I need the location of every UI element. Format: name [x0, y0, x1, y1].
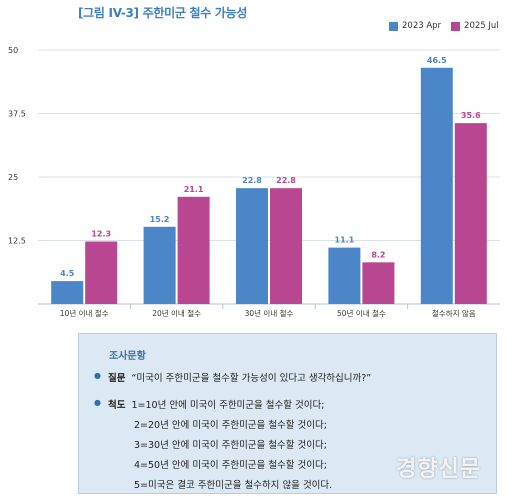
survey-box: 조사문항 ● 질문 “미국이 주한미군을 철수할 가능성이 있다고 생각하십니까… [78, 333, 497, 494]
bullet-icon: ● [94, 398, 101, 407]
data-label: 21.1 [184, 185, 204, 194]
y-tick-label: 25 [8, 173, 18, 182]
question-row: ● 질문 “미국이 주한미군을 철수할 가능성이 있다고 생각하십니까?” [94, 370, 371, 384]
watermark-logo: 경향신문 [396, 456, 481, 482]
scale-item-2: 2=20년 안에 미국이 주한미군을 철수할 것이다; [134, 420, 327, 431]
bar-jul [177, 196, 210, 304]
data-label: 46.5 [427, 56, 447, 65]
figure-title: [그림 IV-3] 주한미군 철수 가능성 [78, 6, 248, 20]
x-tick-label: 철수하지 않음 [432, 308, 476, 318]
data-label: 22.8 [242, 176, 262, 185]
x-tick-label: 50년 이내 철수 [337, 308, 386, 318]
scale-item-3: 3=30년 안에 미국이 주한미군을 철수할 것이다; [134, 440, 327, 451]
bar-apr [420, 67, 453, 304]
bar-apr [51, 281, 84, 304]
question-label: 질문 [108, 373, 126, 384]
chart-legend: 2023 Apr 2025 Jul [389, 21, 499, 31]
bar-jul [362, 262, 395, 304]
data-label: 35.6 [461, 111, 481, 120]
bullet-icon: ● [94, 371, 101, 380]
data-label: 15.2 [150, 215, 170, 224]
legend-item-apr: 2023 Apr [389, 21, 441, 31]
legend-swatch-apr [389, 21, 398, 31]
scale-item-1: 1=10년 안에 미국이 주한미군을 철수할 것이다; [131, 400, 325, 411]
bar-chart: 12.5 25 37.5 50 4.5 12.3 10년 이내 철수 15.2 21.1 20년 … [8, 46, 500, 318]
x-tick-label: 30년 이내 철수 [245, 308, 294, 318]
data-label: 11.1 [335, 236, 355, 245]
data-label: 8.2 [371, 250, 385, 259]
bar-apr [236, 188, 268, 304]
legend-item-jul: 2025 Jul [451, 21, 499, 31]
scale-label: 척도 [108, 400, 126, 411]
data-label: 12.3 [91, 230, 111, 239]
bar-jul [270, 188, 302, 304]
data-label: 4.5 [60, 269, 75, 278]
survey-heading: 조사문항 [109, 351, 146, 362]
question-text: “미국이 주한미군을 철수할 가능성이 있다고 생각하십니까?” [131, 373, 372, 384]
y-tick-label: 12.5 [8, 237, 26, 246]
bar-apr [328, 247, 361, 304]
x-tick-label: 20년 이내 철수 [152, 308, 201, 318]
data-label: 22.8 [276, 176, 296, 185]
scale-row: ● 척도 1=10년 안에 미국이 주한미군을 철수할 것이다; [94, 397, 324, 411]
legend-swatch-jul [451, 21, 461, 31]
legend-label-apr: 2023 Apr [402, 21, 442, 31]
y-tick-label: 50 [8, 46, 18, 55]
x-tick-label: 10년 이내 철수 [60, 308, 109, 318]
legend-label-jul: 2025 Jul [464, 21, 499, 31]
bar-jul [85, 241, 118, 304]
scale-item-5: 5=미국은 결코 주한미군을 철수하지 않을 것이다. [134, 480, 333, 491]
scale-item-4: 4=50년 안에 미국이 주한미군을 철수할 것이다; [134, 460, 327, 471]
bar-apr [143, 226, 176, 304]
y-tick-label: 37.5 [8, 110, 26, 119]
bar-jul [454, 123, 487, 304]
